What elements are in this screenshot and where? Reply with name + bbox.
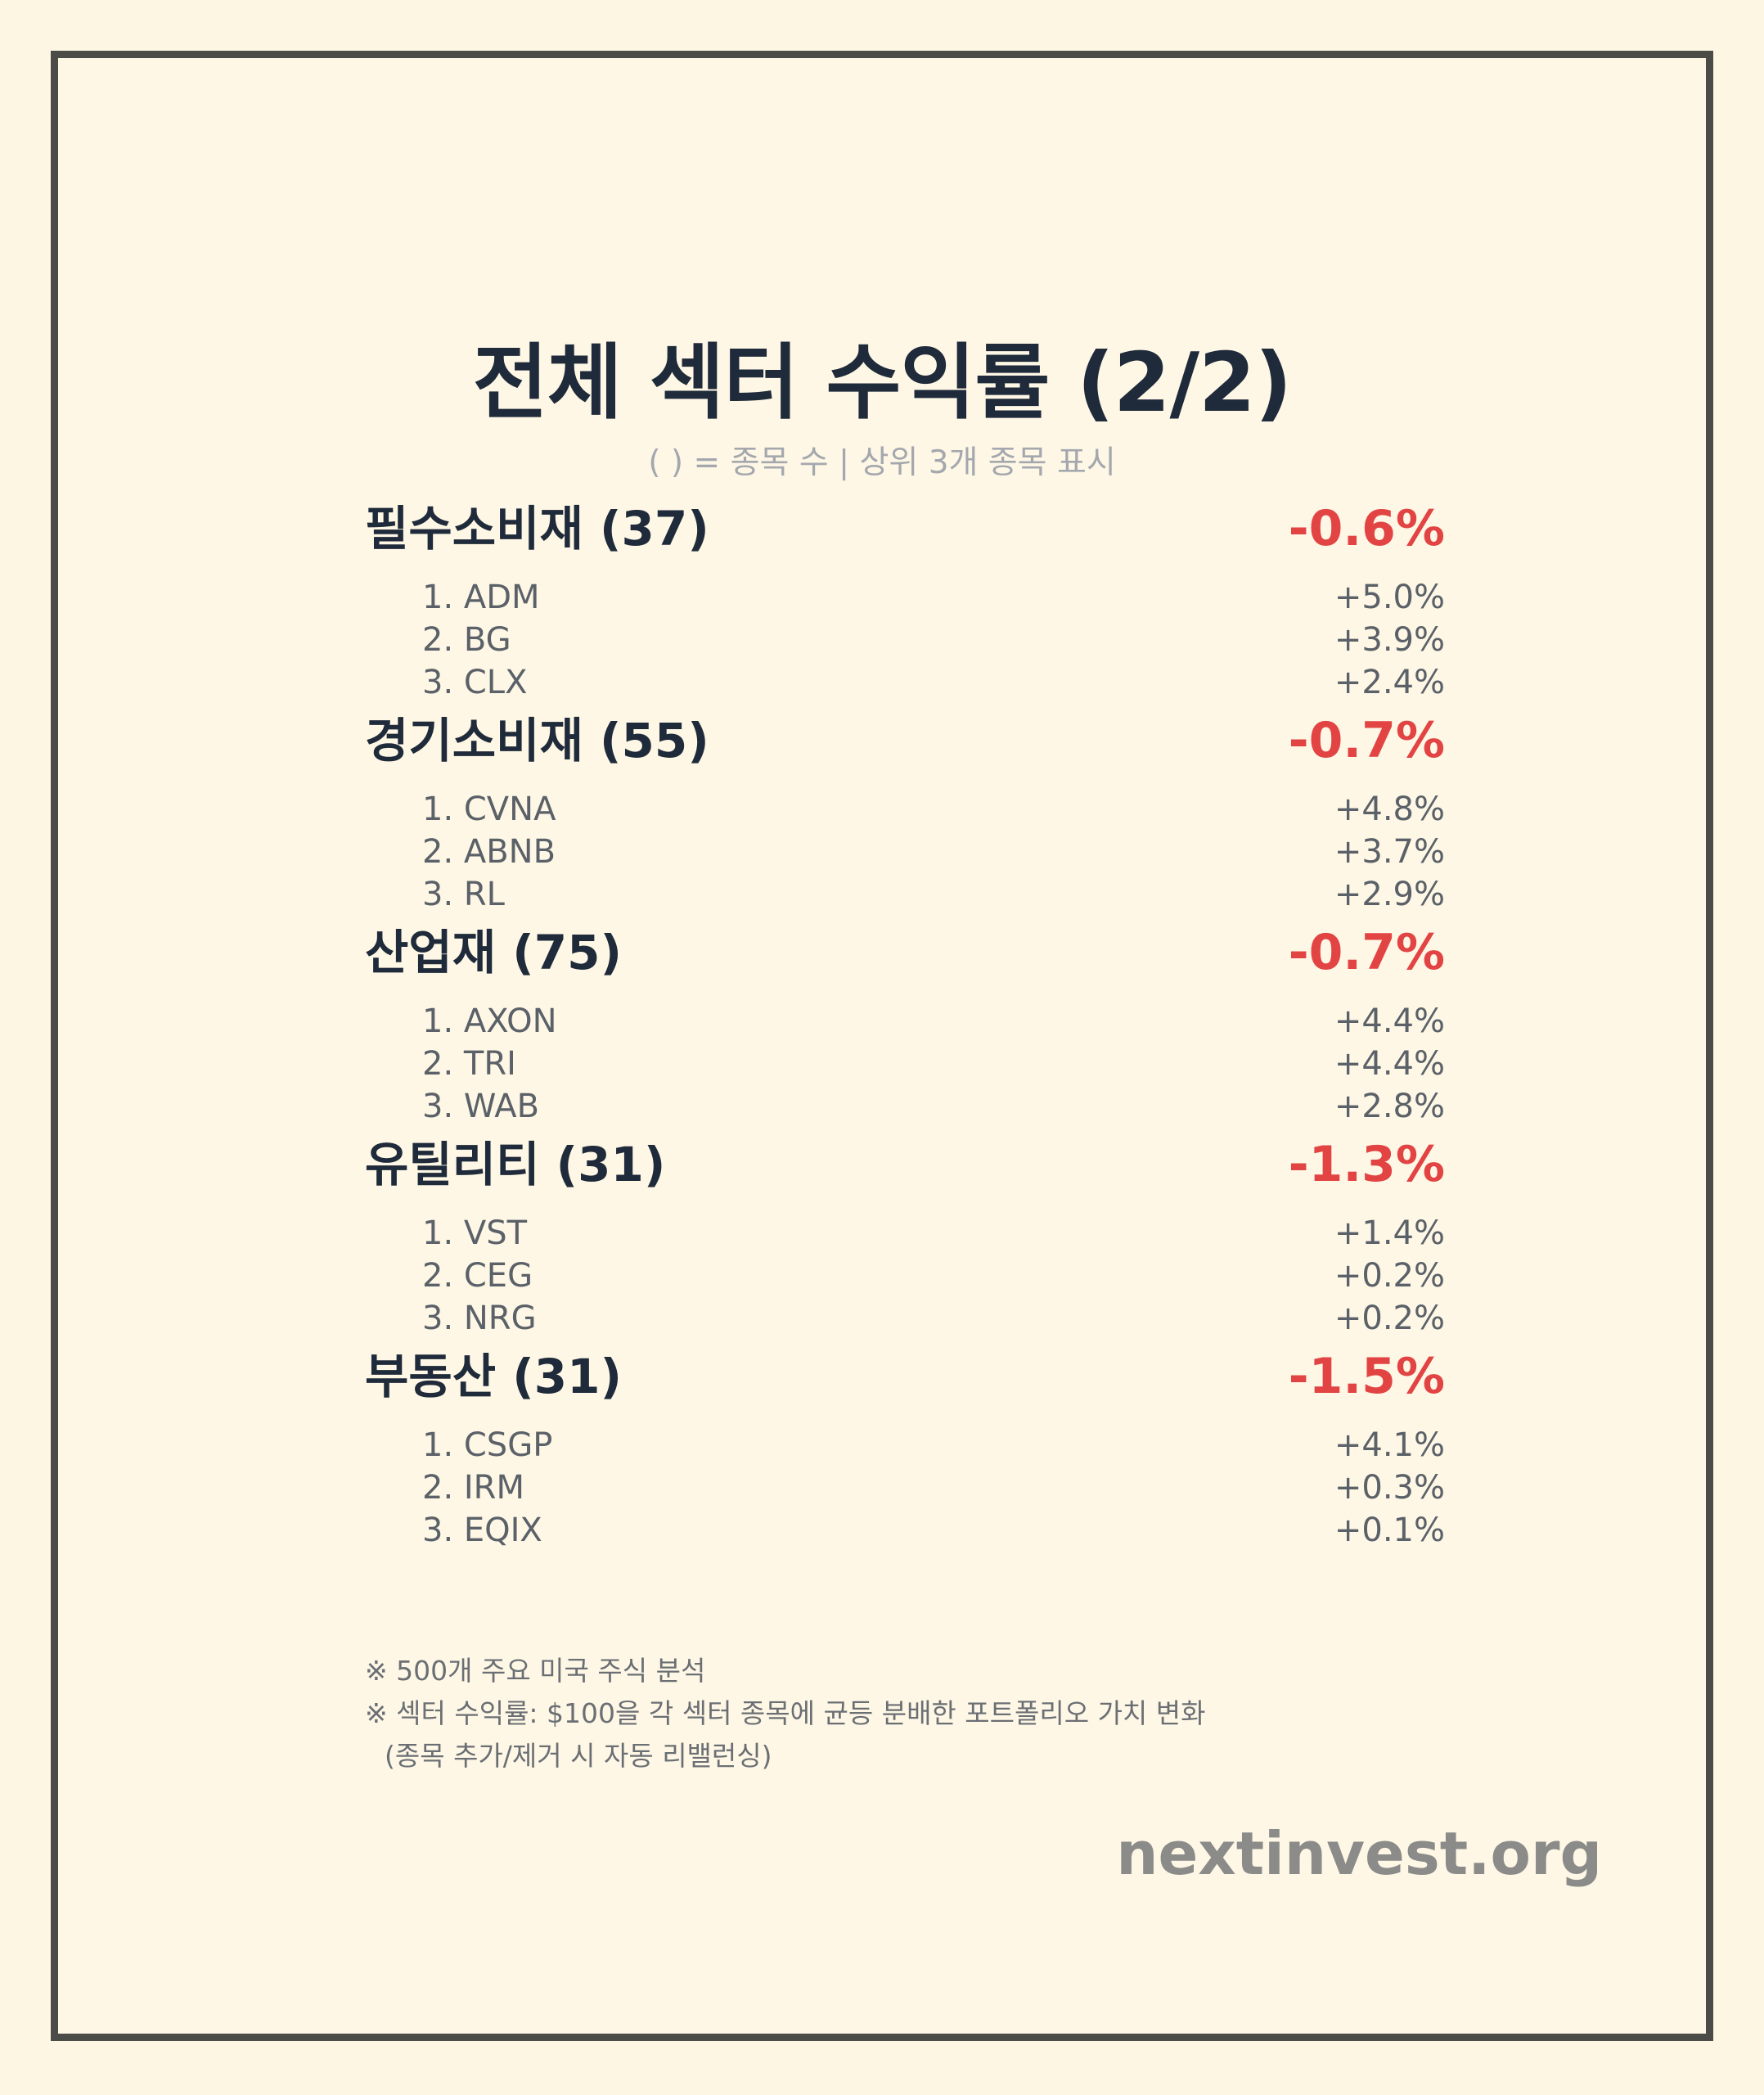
footnote-rebalancing: (종목 추가/제거 시 자동 리밸런싱): [385, 1740, 772, 1772]
stock-return: +0.2%: [1334, 1300, 1445, 1337]
stock-list: 1. AXON +4.4% 2. TRI +4.4% 3. WAB +2.8%: [365, 1000, 1445, 1128]
footnote-method: ※ 섹터 수익률: $100을 각 섹터 종목에 균등 분배한 포트폴리오 가치…: [365, 1697, 1206, 1729]
sector-return: -0.7%: [1288, 712, 1445, 769]
sector-name: 부동산 (31): [365, 1349, 623, 1404]
sector-name: 산업재 (75): [365, 925, 623, 980]
sector-header: 산업재 (75) -0.7%: [365, 915, 1445, 990]
stock-row: 2. IRM +0.3%: [365, 1466, 1445, 1509]
sector-name: 유틸리티 (31): [365, 1137, 666, 1192]
footnotes: ※ 500개 주요 미국 주식 분석 ※ 섹터 수익률: $100을 각 섹터 …: [365, 1650, 1510, 1777]
sector-return: -0.6%: [1288, 500, 1445, 557]
stock-row: 3. RL +2.9%: [365, 873, 1445, 916]
stock-return: +2.4%: [1334, 664, 1445, 701]
sector-return: -1.3%: [1288, 1136, 1445, 1193]
stock-return: +1.4%: [1334, 1214, 1445, 1252]
stock-return: +0.3%: [1334, 1469, 1445, 1507]
stock-label: 3. NRG: [422, 1300, 537, 1337]
stock-return: +2.9%: [1334, 876, 1445, 913]
stock-return: +4.4%: [1334, 1045, 1445, 1083]
stock-label: 2. BG: [422, 621, 511, 659]
stock-row: 3. NRG +0.2%: [365, 1297, 1445, 1340]
stock-return: +4.8%: [1334, 791, 1445, 828]
stock-return: +4.4%: [1334, 1002, 1445, 1040]
stock-label: 3. WAB: [422, 1088, 540, 1125]
brand-watermark: nextinvest.org: [1116, 1819, 1602, 1888]
stock-label: 2. CEG: [422, 1257, 533, 1295]
stock-list: 1. CSGP +4.1% 2. IRM +0.3% 3. EQIX +0.1%: [365, 1424, 1445, 1552]
sector-return: -0.7%: [1288, 924, 1445, 981]
stock-return: +2.8%: [1334, 1088, 1445, 1125]
card-frame: [51, 51, 1713, 2041]
stock-row: 1. CSGP +4.1%: [365, 1424, 1445, 1466]
stock-label: 1. CVNA: [422, 791, 556, 828]
stock-label: 3. CLX: [422, 664, 528, 701]
sector-block: 필수소비재 (37) -0.6% 1. ADM +5.0% 2. BG +3.9…: [365, 491, 1445, 704]
stock-row: 2. CEG +0.2%: [365, 1255, 1445, 1297]
stock-row: 1. VST +1.4%: [365, 1212, 1445, 1255]
stock-return: +3.7%: [1334, 833, 1445, 871]
sector-return: -1.5%: [1288, 1348, 1445, 1405]
stock-return: +0.1%: [1334, 1512, 1445, 1549]
stock-return: +0.2%: [1334, 1257, 1445, 1295]
sector-name: 필수소비재 (37): [365, 501, 709, 556]
footnote-sample: ※ 500개 주요 미국 주식 분석: [365, 1655, 706, 1687]
stock-label: 1. CSGP: [422, 1426, 553, 1464]
stock-list: 1. ADM +5.0% 2. BG +3.9% 3. CLX +2.4%: [365, 576, 1445, 704]
stock-row: 1. CVNA +4.8%: [365, 788, 1445, 831]
sector-block: 부동산 (31) -1.5% 1. CSGP +4.1% 2. IRM +0.3…: [365, 1339, 1445, 1552]
stock-row: 2. ABNB +3.7%: [365, 831, 1445, 873]
stock-label: 1. ADM: [422, 579, 540, 616]
stock-row: 1. AXON +4.4%: [365, 1000, 1445, 1043]
sector-block: 경기소비재 (55) -0.7% 1. CVNA +4.8% 2. ABNB +…: [365, 703, 1445, 916]
stock-label: 2. ABNB: [422, 833, 556, 871]
page-subtitle: ( ) = 종목 수 | 상위 3개 종목 표시: [648, 444, 1116, 481]
sector-header: 경기소비재 (55) -0.7%: [365, 703, 1445, 778]
sector-header: 부동산 (31) -1.5%: [365, 1339, 1445, 1414]
stock-row: 1. ADM +5.0%: [365, 576, 1445, 619]
stock-label: 1. VST: [422, 1214, 528, 1252]
stock-row: 2. BG +3.9%: [365, 619, 1445, 661]
stock-label: 2. TRI: [422, 1045, 516, 1083]
stock-label: 2. IRM: [422, 1469, 524, 1507]
stock-return: +5.0%: [1334, 579, 1445, 616]
stock-label: 1. AXON: [422, 1002, 557, 1040]
stock-return: +4.1%: [1334, 1426, 1445, 1464]
stock-row: 3. WAB +2.8%: [365, 1085, 1445, 1128]
stock-label: 3. RL: [422, 876, 505, 913]
stock-list: 1. CVNA +4.8% 2. ABNB +3.7% 3. RL +2.9%: [365, 788, 1445, 916]
stock-return: +3.9%: [1334, 621, 1445, 659]
page-title: 전체 섹터 수익률 (2/2): [472, 335, 1293, 430]
stock-label: 3. EQIX: [422, 1512, 542, 1549]
stock-row: 3. EQIX +0.1%: [365, 1509, 1445, 1552]
stock-row: 3. CLX +2.4%: [365, 661, 1445, 704]
stock-list: 1. VST +1.4% 2. CEG +0.2% 3. NRG +0.2%: [365, 1212, 1445, 1340]
sector-block: 유틸리티 (31) -1.3% 1. VST +1.4% 2. CEG +0.2…: [365, 1127, 1445, 1340]
sector-block: 산업재 (75) -0.7% 1. AXON +4.4% 2. TRI +4.4…: [365, 915, 1445, 1128]
stock-row: 2. TRI +4.4%: [365, 1043, 1445, 1085]
sector-header: 유틸리티 (31) -1.3%: [365, 1127, 1445, 1202]
sector-name: 경기소비재 (55): [365, 713, 709, 768]
sector-header: 필수소비재 (37) -0.6%: [365, 491, 1445, 566]
